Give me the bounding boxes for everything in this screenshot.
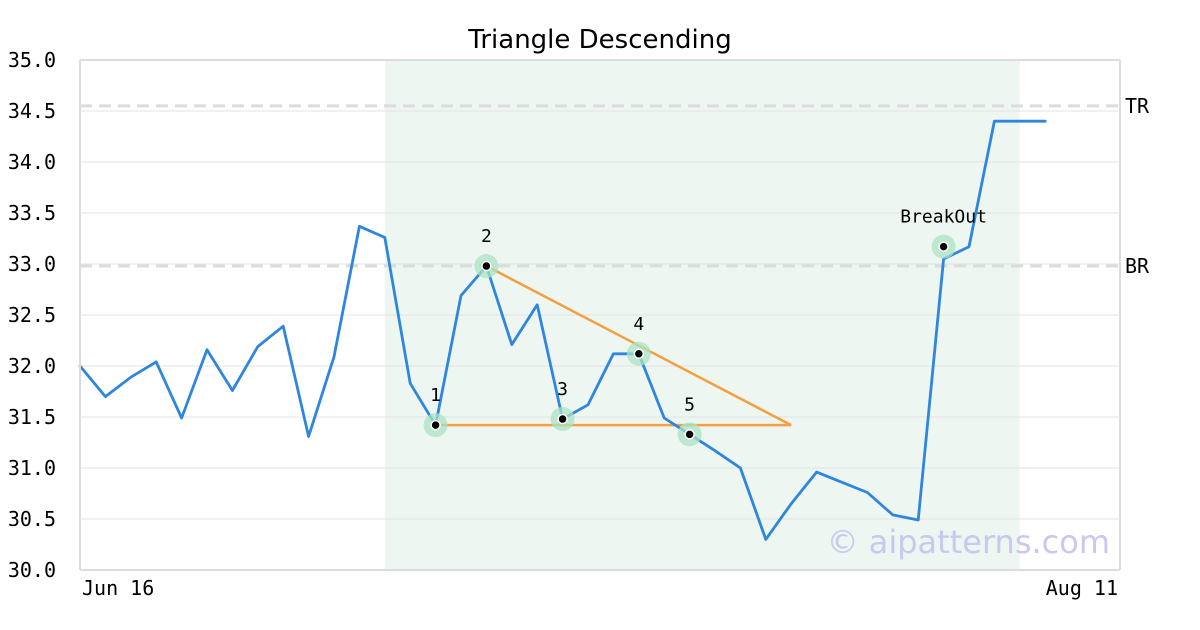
- pattern-point-marker: [938, 241, 949, 252]
- pattern-points-layer: 1 2 3 4 5 BreakOut: [423, 207, 987, 447]
- pattern-point-marker: [633, 348, 645, 360]
- pattern-point-marker: [557, 413, 568, 425]
- y-tick-label: 31.0: [8, 456, 56, 480]
- axes-layer: 35.0 34.5 34.0 33.5 33.0 32.5 32.0 31.5 31.0 30.5…: [8, 48, 1121, 600]
- reference-line-label: BR: [1125, 254, 1150, 278]
- pattern-point-label: BreakOut: [900, 207, 987, 228]
- pattern-point-marker: [430, 419, 441, 431]
- y-tick-label: 33.5: [8, 201, 56, 225]
- pattern-point-label: 2: [481, 226, 492, 247]
- y-tick-label: 31.5: [8, 405, 56, 429]
- watermark: © aipatterns.com: [827, 523, 1110, 561]
- reference-line-label: TR: [1125, 94, 1150, 118]
- x-tick-label: Aug 11: [1046, 576, 1118, 600]
- y-tick-label: 30.5: [8, 507, 56, 531]
- pattern-point-label: 4: [633, 314, 644, 335]
- x-tick-label: Jun 16: [82, 576, 154, 600]
- y-tick-label: 34.5: [8, 99, 56, 123]
- pattern-point-marker: [481, 260, 492, 272]
- y-tick-label: 30.0: [8, 558, 56, 582]
- y-tick-label: 32.0: [8, 354, 56, 378]
- watermark-layer: © aipatterns.com: [827, 523, 1110, 561]
- reference-lines-layer: TR BR: [80, 94, 1150, 278]
- y-tick-label: 33.0: [8, 252, 56, 276]
- pattern-point-label: 5: [684, 394, 695, 415]
- chart-title: Triangle Descending: [467, 25, 731, 55]
- y-tick-label: 35.0: [8, 48, 56, 72]
- y-tick-label: 34.0: [8, 150, 56, 174]
- pattern-point-label: 1: [430, 385, 441, 406]
- pattern-point-marker: [684, 429, 695, 440]
- pattern-point-label: 3: [557, 379, 568, 400]
- y-tick-label: 32.5: [8, 303, 56, 327]
